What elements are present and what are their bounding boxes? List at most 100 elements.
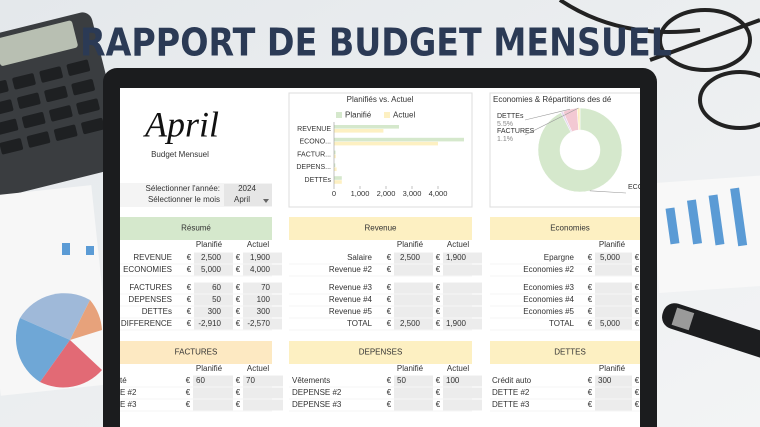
value-cell: [595, 387, 632, 399]
row-label: Revenue #4: [329, 295, 373, 304]
currency: €: [436, 319, 441, 328]
currency: €: [236, 388, 241, 397]
currency: €: [436, 376, 441, 385]
x-tick-label: 2,000: [377, 189, 396, 198]
currency: €: [387, 388, 392, 397]
category-label: ECONO...: [299, 139, 331, 146]
row-label: Salaire: [347, 253, 372, 262]
currency: €: [387, 253, 392, 262]
row-label: E #3: [120, 400, 137, 409]
x-tick-label: 3,000: [403, 189, 422, 198]
dropdown-arrow: [263, 199, 269, 203]
planned-value: 2,500: [400, 253, 421, 262]
x-tick-label: 4,000: [429, 189, 448, 198]
actual-value: 70: [246, 376, 255, 385]
slice-percent: 5.5%: [497, 121, 513, 128]
row-label: DEPENSES: [128, 295, 172, 304]
category-label: FACTUR...: [297, 151, 331, 158]
planned-value: -2,910: [198, 319, 221, 328]
currency: €: [236, 400, 241, 409]
currency: €: [635, 400, 640, 409]
row-label: DEPENSE #3: [292, 400, 342, 409]
planned-value: 300: [598, 376, 612, 385]
row-label: DIFFERENCE: [121, 319, 172, 328]
row-label: Revenue #3: [329, 283, 373, 292]
slice-label: FACTURES: [497, 128, 535, 135]
value-cell: [243, 306, 282, 318]
table-header-band: [490, 217, 640, 240]
chart-title: Planifiés vs. Actuel: [347, 95, 414, 104]
currency: €: [236, 307, 241, 316]
column-header: Planifié: [397, 240, 424, 249]
value-cell: [595, 264, 632, 276]
row-label: Economies #2: [523, 265, 574, 274]
row-label: DEPENSE #2: [292, 388, 342, 397]
row-label: E #2: [120, 388, 137, 397]
value-cell: [443, 375, 482, 387]
value-cell: [443, 294, 482, 306]
value-cell: [243, 282, 282, 294]
value-cell: [194, 306, 233, 318]
actual-value: 4,000: [250, 265, 271, 274]
bar: [334, 141, 438, 146]
bar: [334, 137, 464, 142]
currency: €: [436, 307, 441, 316]
currency: €: [588, 400, 593, 409]
currency: €: [436, 400, 441, 409]
planned-value: 5,000: [600, 319, 621, 328]
value-cell: [394, 387, 433, 399]
currency: €: [588, 376, 593, 385]
value-cell: [193, 399, 233, 411]
subtitle: Budget Mensuel: [151, 150, 209, 159]
value-cell: [443, 399, 482, 411]
x-tick-label: 1,000: [351, 189, 370, 198]
month-dropdown[interactable]: [224, 195, 272, 206]
currency: €: [387, 376, 392, 385]
value-cell: [595, 252, 632, 264]
row-label: Epargne: [544, 253, 575, 262]
row-label: ECONOMIES: [123, 265, 172, 274]
column-header: Planifié: [397, 364, 424, 373]
sheet-content: April Budget Mensuel Sélectionner l'anné…: [120, 92, 644, 412]
row-label: Economies #5: [523, 307, 574, 316]
bar: [334, 129, 384, 133]
currency: €: [387, 307, 392, 316]
actual-value: 70: [261, 283, 270, 292]
planned-value: 50: [397, 376, 406, 385]
value-cell: [194, 282, 233, 294]
currency: €: [186, 388, 191, 397]
currency: €: [236, 295, 241, 304]
currency: €: [635, 253, 640, 262]
value-cell: [595, 318, 632, 330]
currency: €: [588, 307, 593, 316]
value-cell: [595, 306, 632, 318]
month-title: April: [143, 104, 219, 144]
year-value: 2024: [238, 184, 256, 193]
bar-chart-box: [288, 92, 473, 208]
leader-line: [589, 190, 627, 194]
legend-label: Planifié: [345, 111, 372, 120]
actual-value: 1,900: [446, 253, 467, 262]
currency: €: [436, 283, 441, 292]
value-cell: [443, 387, 482, 399]
actual-value: 300: [257, 307, 271, 316]
value-cell: [394, 306, 433, 318]
value-cell: [243, 375, 283, 387]
legend-swatch: [384, 112, 390, 118]
year-cell[interactable]: [224, 184, 272, 195]
actual-value: 1,900: [250, 253, 271, 262]
currency: €: [387, 265, 392, 274]
legend-label: Actuel: [393, 111, 415, 120]
x-tick-label: 0: [332, 189, 336, 198]
value-cell: [394, 399, 433, 411]
value-cell: [394, 375, 433, 387]
row-label: FACTURES: [129, 283, 172, 292]
table-title: DETTES: [554, 348, 586, 357]
month-label: Sélectionner le mois: [148, 195, 220, 204]
value-cell: [243, 318, 282, 330]
leader-line: [524, 107, 579, 136]
row-label: REVENUE: [133, 253, 172, 262]
currency: €: [187, 283, 192, 292]
slice-label: ECO: [628, 184, 644, 191]
